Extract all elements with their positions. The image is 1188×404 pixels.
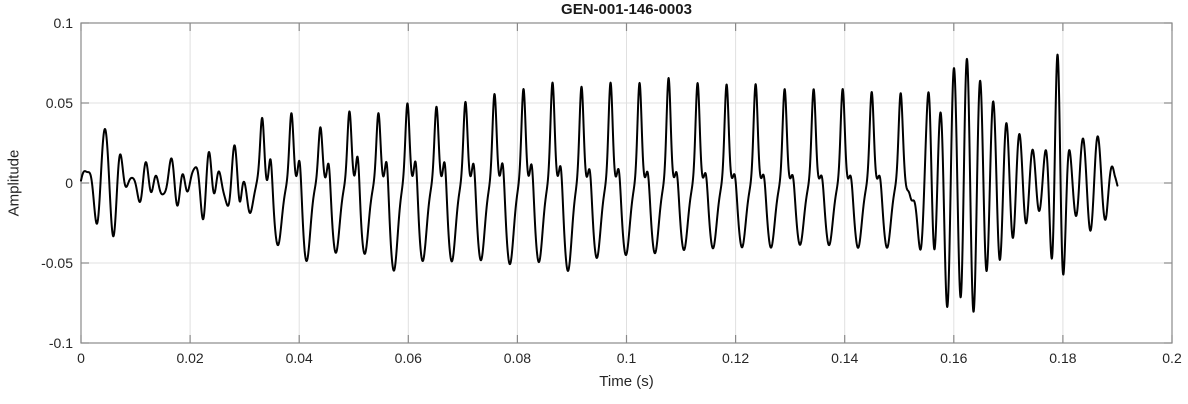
y-tick-label: 0.1	[53, 15, 73, 31]
x-tick-label: 0.08	[503, 350, 532, 366]
x-tick-label: 0.14	[831, 350, 859, 366]
x-axis-label: Time (s)	[599, 373, 654, 390]
waveform-trace	[80, 53, 1119, 313]
x-tick-label: 0.2	[1162, 350, 1182, 366]
y-tick-label: -0.1	[48, 335, 73, 351]
x-tick-label: 0.04	[285, 350, 313, 366]
chart-title: GEN-001-146-0003	[561, 1, 692, 18]
x-tick-label: 0	[77, 350, 85, 366]
y-tick-label: 0.05	[45, 95, 73, 111]
x-tick-label: 0.02	[176, 350, 204, 366]
x-tick-label: 0.06	[394, 350, 422, 366]
x-tick-label: 0.1	[616, 350, 637, 366]
x-tick-label: 0.18	[1049, 350, 1077, 366]
x-tick-label: 0.12	[721, 350, 750, 366]
x-tick-label: 0.16	[940, 350, 968, 366]
y-tick-label: 0	[65, 175, 73, 191]
y-tick-label: -0.05	[41, 255, 73, 271]
